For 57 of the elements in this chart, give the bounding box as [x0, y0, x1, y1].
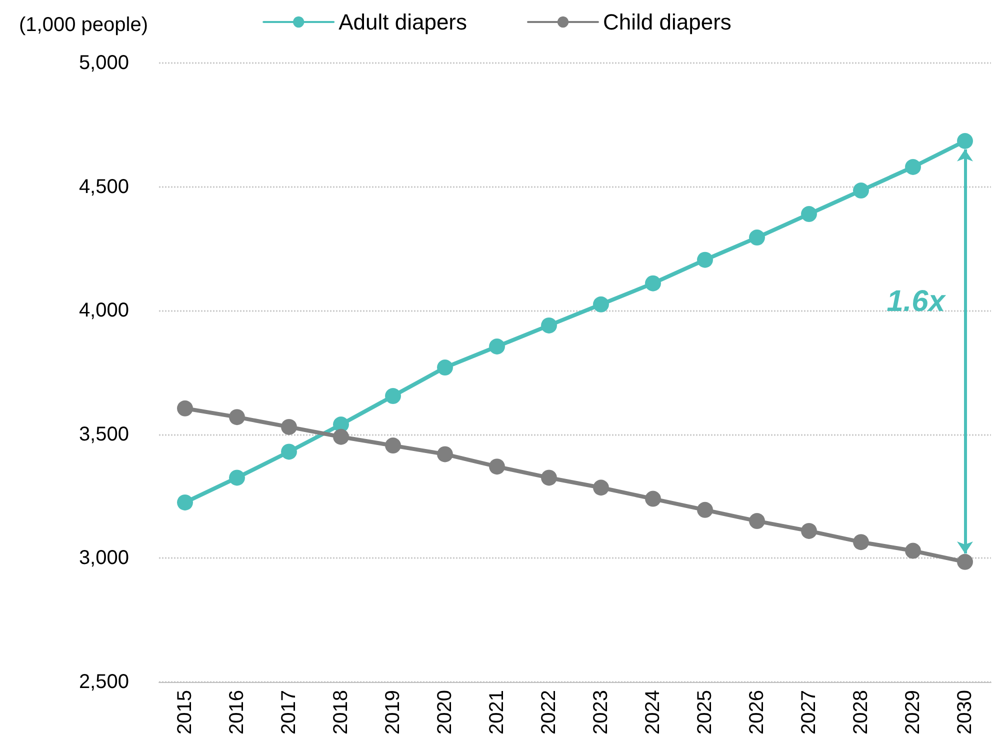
- y-axis-title: (1,000 people): [19, 14, 148, 36]
- point: [281, 444, 297, 460]
- point: [645, 490, 661, 507]
- point: [385, 388, 401, 404]
- point: [697, 252, 713, 268]
- x-tick-label: 2025: [694, 690, 716, 734]
- x-tick-label: 2021: [486, 690, 508, 734]
- point: [229, 409, 245, 426]
- point: [333, 428, 349, 445]
- point: [177, 400, 193, 416]
- point: [593, 480, 609, 496]
- point: [957, 554, 973, 570]
- point: [645, 275, 661, 292]
- point: [593, 296, 609, 312]
- point: [749, 230, 765, 246]
- point: [853, 182, 869, 199]
- y-tick-label: 3,500: [78, 423, 129, 446]
- x-tick-label: 2015: [174, 690, 196, 734]
- point: [853, 534, 869, 550]
- point: [905, 158, 921, 175]
- point: [801, 522, 817, 539]
- y-tick-label: 4,000: [78, 300, 129, 322]
- point: [541, 317, 557, 334]
- point: [801, 206, 817, 222]
- point: [541, 470, 557, 486]
- x-tick-label: 2018: [330, 690, 352, 734]
- point: [489, 458, 505, 475]
- point: [905, 542, 921, 559]
- point: [437, 446, 453, 462]
- x-tick-label: 2026: [746, 690, 768, 734]
- x-tick-label: 2022: [538, 690, 560, 734]
- legend-label: Child diapers: [603, 10, 732, 34]
- annotation: 1.6x: [886, 284, 946, 318]
- point: [437, 360, 453, 376]
- x-tick-label: 2024: [642, 690, 664, 734]
- point: [385, 438, 401, 454]
- x-tick-label: 2029: [902, 690, 924, 734]
- point: [177, 494, 193, 510]
- x-tick-label: 2030: [954, 690, 976, 734]
- point: [229, 470, 245, 486]
- x-tick-label: 2016: [226, 690, 248, 734]
- y-tick-label: 2,500: [78, 671, 129, 693]
- x-tick-label: 2019: [382, 690, 404, 734]
- x-tick-label: 2020: [434, 690, 456, 734]
- y-tick-label: 4,500: [78, 176, 129, 198]
- x-tick-label: 2023: [590, 690, 612, 734]
- point: [697, 502, 713, 518]
- y-tick-label: 3,000: [78, 547, 129, 570]
- point: [489, 338, 505, 354]
- y-tick-label: 5,000: [78, 52, 129, 74]
- point: [957, 133, 973, 149]
- point: [749, 513, 765, 530]
- x-tick-label: 2017: [278, 690, 300, 734]
- legend-label: Adult diapers: [338, 10, 468, 34]
- x-tick-label: 2028: [850, 690, 872, 734]
- point: [281, 418, 297, 435]
- x-tick-label: 2027: [798, 690, 820, 734]
